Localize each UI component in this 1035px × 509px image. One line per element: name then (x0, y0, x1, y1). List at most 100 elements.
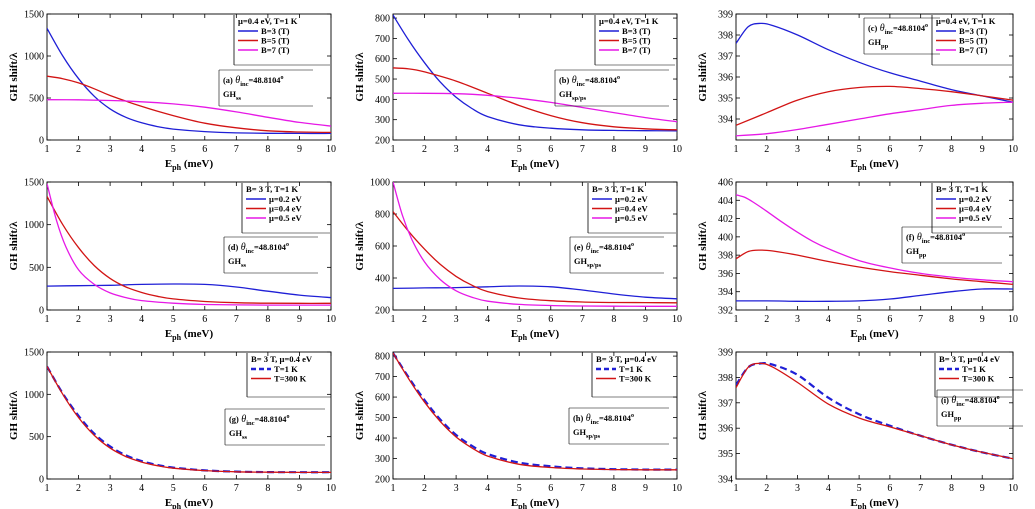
x-axis-label: Eph (meV) (165, 328, 214, 342)
x-tick-label: 5 (857, 314, 862, 325)
annotation-angle: (c) θinc=48.8104o (868, 23, 928, 36)
x-tick-label: 1 (391, 483, 396, 494)
annotation-gh: GHsp/ps (574, 257, 602, 269)
curves (47, 27, 331, 135)
x-tick-label: 1 (45, 144, 50, 155)
theta-symbol: θ (914, 232, 922, 243)
x-axis-label-main: E (165, 328, 172, 340)
theta-subscript: inc (885, 29, 893, 36)
panel-label: (b) (559, 76, 569, 85)
y-tick-label: 1000 (24, 52, 44, 63)
legend-entry: B=5 (T) (261, 36, 290, 46)
y-tick-label: 500 (29, 263, 44, 274)
x-tick-label: 6 (202, 483, 207, 494)
x-tick-label: 10 (1008, 314, 1018, 325)
x-axis-label-sub: ph (172, 502, 181, 509)
y-tick-label: 200 (375, 306, 390, 317)
x-axis-label-sub: ph (518, 502, 527, 509)
legend-entry: μ=0.2 eV (269, 194, 302, 204)
y-tick-label: 600 (375, 393, 390, 404)
y-axis-label: GH shift/λ (354, 390, 366, 440)
y-axis-label: GH shift/λ (697, 390, 709, 440)
x-tick-label: 8 (611, 483, 616, 494)
incidence-angle-value: =48.8104 (930, 233, 963, 242)
x-tick-label: 2 (764, 314, 769, 325)
y-tick-label: 400 (718, 232, 733, 243)
x-tick-label: 3 (454, 314, 459, 325)
series-line (393, 67, 677, 131)
gh-subscript: ss (236, 95, 242, 102)
legend-entry: T=1 K (962, 364, 986, 374)
y-tick-label: 395 (718, 449, 733, 460)
x-tick-label: 4 (826, 314, 831, 325)
plot-frame (735, 181, 1014, 311)
gh-subscript: pp (954, 415, 962, 422)
x-tick-label: 8 (265, 144, 270, 155)
theta-subscript: inc (240, 81, 248, 88)
legend-entry: μ=0.4 eV (269, 204, 302, 214)
x-tick-label: 10 (672, 144, 682, 155)
series-line (47, 283, 331, 299)
theta-symbol: θ (583, 413, 591, 424)
x-tick-label: 7 (918, 314, 923, 325)
x-tick-label: 9 (980, 483, 985, 494)
series-line (736, 101, 1013, 137)
curves (393, 14, 677, 132)
x-axis-label: Eph (meV) (850, 497, 899, 509)
x-tick-label: 5 (517, 314, 522, 325)
x-axis-label-unit: (meV) (181, 497, 213, 509)
panel-label: (h) (573, 414, 583, 423)
x-tick-label: 8 (949, 483, 954, 494)
gh-subscript: sp/ps (586, 433, 601, 440)
y-tick-label: 1000 (370, 178, 390, 189)
x-tick-label: 5 (171, 314, 176, 325)
legend-entry: T=300 K (962, 374, 995, 384)
panel-c: 1 2 3 4 5 6 7 8 9 10 394 395 396 397 398 399 Eph (meV) GH… (697, 10, 1018, 173)
x-tick-label: 9 (643, 314, 648, 325)
x-tick-label: 4 (139, 483, 144, 494)
legend: B= 3 T, T=1 Kμ=0.2 eVμ=0.4 eVμ=0.5 eV (587, 183, 676, 234)
x-tick-label: 10 (1008, 483, 1018, 494)
legend-entry: B=7 (T) (959, 45, 988, 55)
legend-header: B= 3 T, μ=0.4 eV (251, 354, 313, 364)
x-tick-label: 1 (391, 144, 396, 155)
annotation-gh: GHsp/ps (559, 90, 587, 102)
y-tick-label: 600 (375, 54, 390, 65)
legend-header: B= 3 T, μ=0.4 eV (939, 354, 1001, 364)
incidence-angle-degree: o (631, 413, 634, 419)
x-axis-label: Eph (meV) (511, 497, 560, 509)
x-tick-label: 3 (108, 483, 113, 494)
x-tick-label: 1 (45, 483, 50, 494)
x-tick-label: 10 (326, 483, 336, 494)
x-tick-label: 3 (454, 483, 459, 494)
x-tick-label: 7 (918, 144, 923, 155)
incidence-angle-value: =48.8104 (585, 76, 618, 85)
curves (47, 183, 331, 306)
x-tick-label: 8 (265, 314, 270, 325)
x-axis-label-unit: (meV) (181, 158, 213, 170)
y-tick-label: 395 (718, 94, 733, 105)
x-tick-label: 9 (643, 483, 648, 494)
curves (393, 352, 677, 471)
x-tick-label: 9 (297, 314, 302, 325)
annotation-gh: GHss (228, 257, 247, 269)
legend-entry: B=3 (T) (622, 26, 651, 36)
x-tick-label: 2 (764, 483, 769, 494)
x-tick-label: 3 (795, 483, 800, 494)
curves (736, 194, 1013, 303)
x-tick-label: 2 (422, 483, 427, 494)
series-line (47, 196, 331, 304)
x-tick-label: 6 (548, 314, 553, 325)
y-tick-label: 500 (375, 75, 390, 86)
incidence-angle-degree: o (631, 242, 634, 248)
y-tick-label: 404 (718, 196, 733, 207)
y-tick-label: 0 (39, 306, 44, 317)
annotation: (c) θinc=48.8104o GHpp (863, 17, 940, 55)
legend-entry: B=7 (T) (261, 45, 290, 55)
x-tick-label: 4 (139, 314, 144, 325)
panel-label: (e) (574, 243, 584, 252)
incidence-angle-degree: o (287, 414, 290, 420)
annotation-gh: GHss (223, 90, 242, 102)
panel-label: (c) (868, 24, 878, 33)
y-tick-label: 1500 (24, 178, 44, 189)
